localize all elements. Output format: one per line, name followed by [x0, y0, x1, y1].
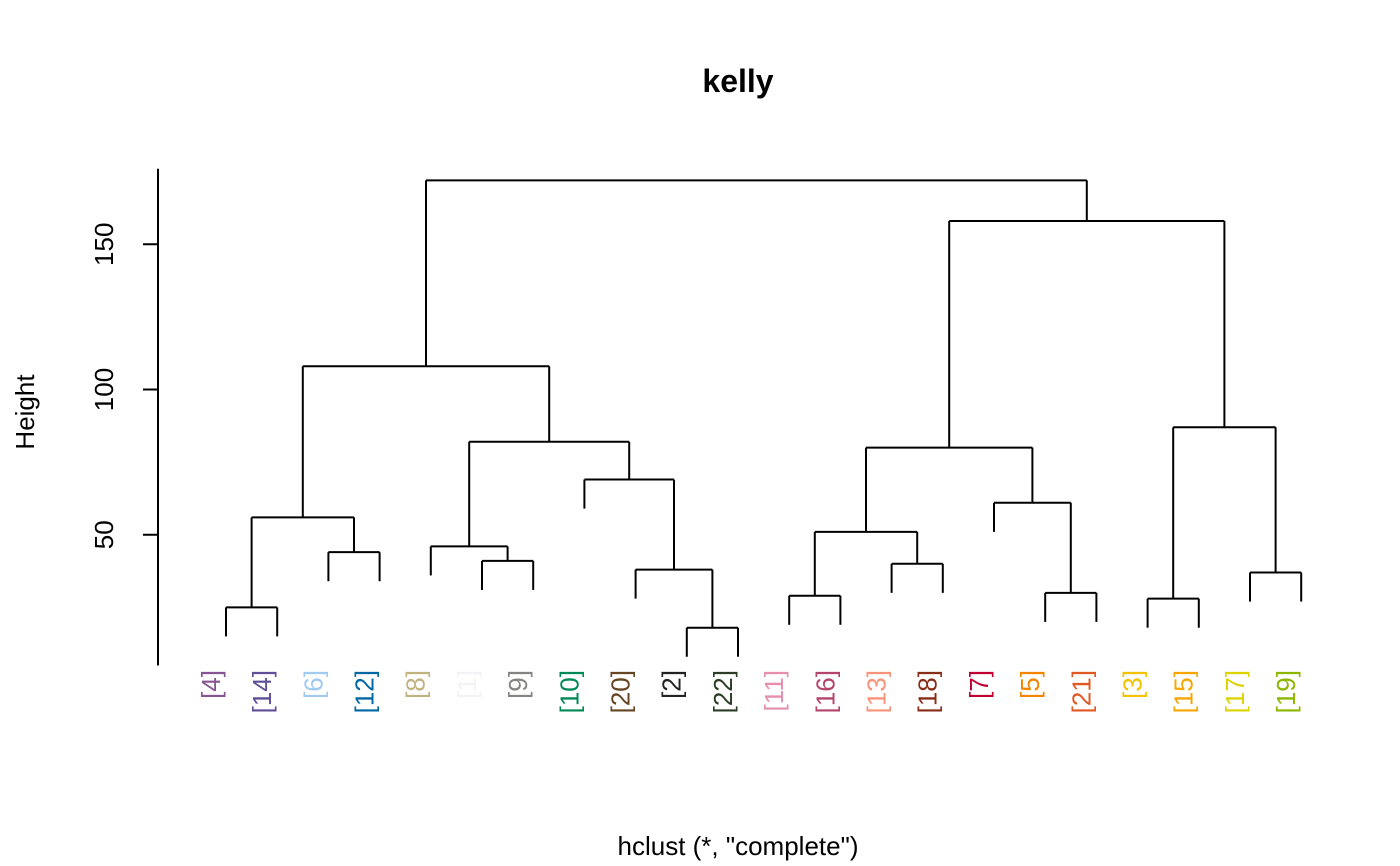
leaf-label-1: [14] [247, 670, 277, 713]
leaf-label-21: [19] [1271, 670, 1301, 713]
y-tick-label-50: 50 [89, 520, 119, 549]
leaf-label-5: [1] [452, 670, 482, 699]
leaf-label-7: [10] [554, 670, 584, 713]
leaf-label-3: [12] [349, 670, 379, 713]
leaf-label-18: [3] [1117, 670, 1147, 699]
leaf-label-14: [18] [913, 670, 943, 713]
chart-title: kelly [702, 63, 773, 99]
leaf-label-17: [21] [1066, 670, 1096, 713]
leaf-labels: [4] [14] [6] [12] [8] [1] [9] [10] [20] [2] [22] [1… [196, 670, 1301, 713]
leaf-label-20: [17] [1220, 670, 1250, 713]
leaf-label-0: [4] [196, 670, 226, 699]
leaf-label-19: [15] [1169, 670, 1199, 713]
leaf-label-2: [6] [298, 670, 328, 699]
y-tick-label-100: 100 [89, 368, 119, 411]
dendrogram-branches [225, 179, 1303, 657]
leaf-label-8: [20] [605, 670, 635, 713]
leaf-label-16: [5] [1015, 670, 1045, 699]
leaf-label-12: [16] [810, 670, 840, 713]
leaf-label-10: [22] [708, 670, 738, 713]
y-axis-label: Height [10, 374, 40, 450]
leaf-label-4: [8] [401, 670, 431, 699]
y-axis: 50 100 150 [89, 168, 159, 666]
leaf-label-15: [7] [964, 670, 994, 699]
leaf-label-13: [13] [861, 670, 891, 713]
leaf-label-9: [2] [657, 670, 687, 699]
leaf-label-11: [11] [759, 670, 789, 711]
x-axis-label: hclust (*, "complete") [618, 831, 859, 861]
y-tick-label-150: 150 [89, 223, 119, 266]
leaf-label-6: [9] [503, 670, 533, 699]
